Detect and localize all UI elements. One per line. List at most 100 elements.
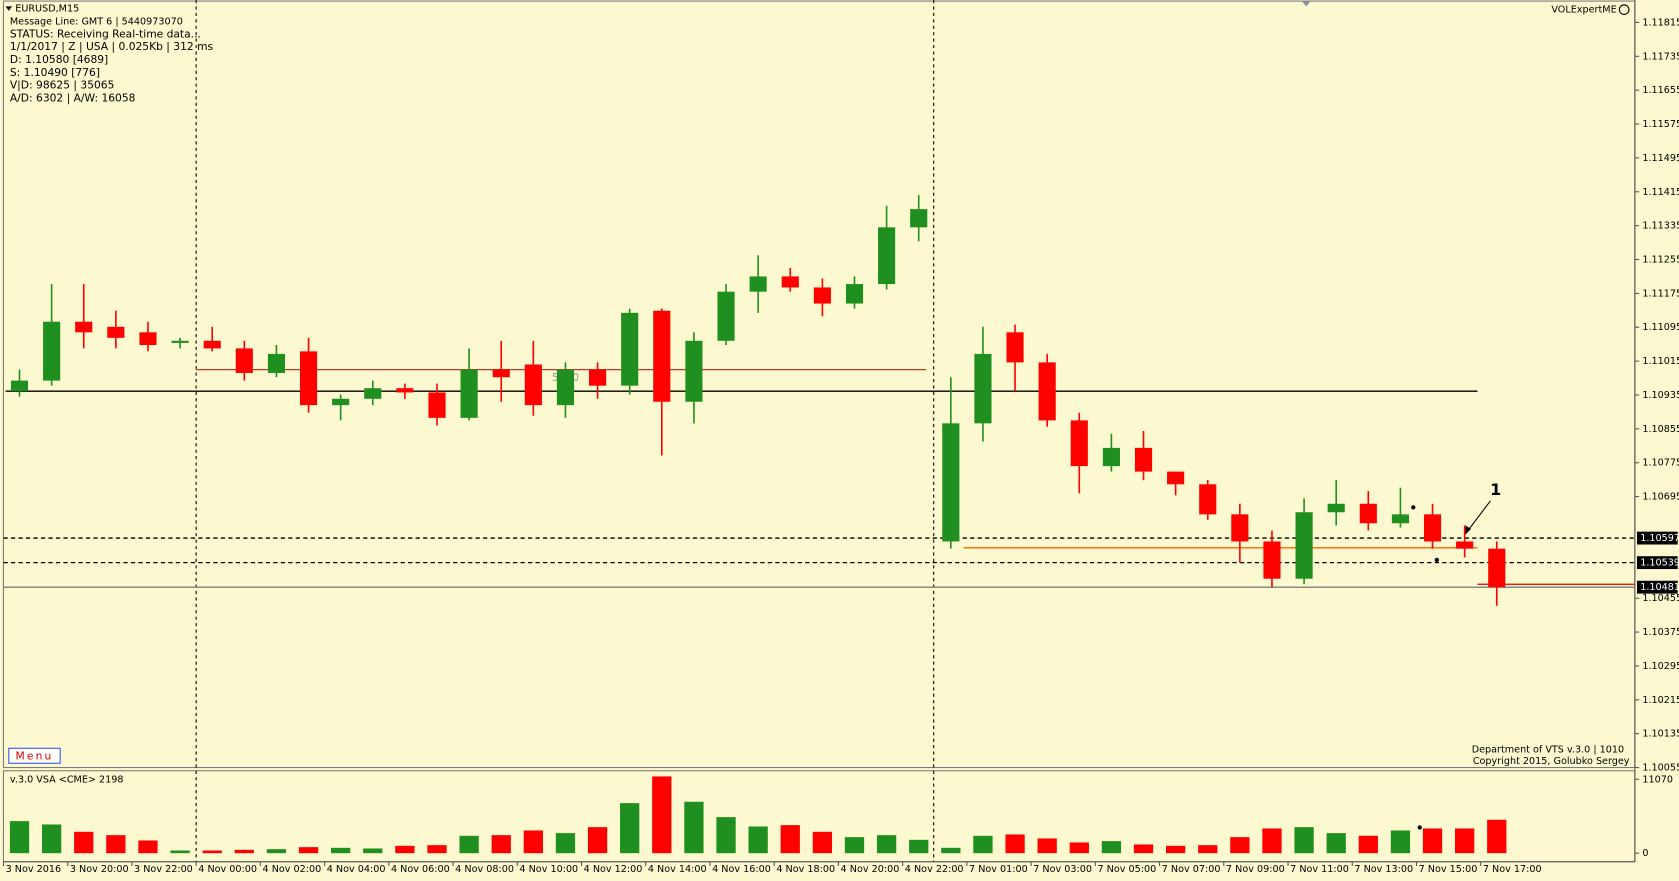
volume-bar	[138, 840, 158, 854]
x-tick-label: 4 Nov 02:00	[263, 864, 322, 875]
volume-bar	[876, 835, 897, 854]
candle-body	[878, 227, 896, 285]
x-tick-label: 4 Nov 14:00	[648, 864, 707, 875]
candle-body	[460, 369, 478, 418]
volume-bar	[1037, 838, 1057, 854]
y-tick-label: 1.11095	[1642, 322, 1679, 333]
candle-body	[589, 369, 607, 386]
candle-body	[107, 326, 125, 338]
menu-label[interactable]: Menu	[16, 749, 54, 762]
y-tick-label: 1.10055	[1642, 763, 1679, 774]
candle-body	[1134, 447, 1153, 472]
x-tick-label: 4 Nov 12:00	[584, 864, 643, 875]
y-tick-label: 1.10935	[1642, 390, 1679, 401]
volume-bar	[1005, 834, 1025, 854]
x-tick-label: 4 Nov 10:00	[519, 864, 578, 875]
volume-bar	[1165, 845, 1186, 854]
volume-bar	[620, 803, 640, 854]
candle-body	[845, 284, 864, 304]
volume-bar	[9, 821, 30, 854]
candle-body	[1167, 471, 1185, 485]
x-tick-label: 7 Nov 15:00	[1419, 864, 1478, 875]
volume-bar	[780, 825, 800, 854]
x-tick-label: 7 Nov 05:00	[1097, 864, 1156, 875]
brand: VOLExpertME	[1551, 5, 1616, 16]
y-tick-label: 1.11575	[1642, 119, 1679, 130]
candle-body	[556, 369, 575, 406]
x-tick-label: 7 Nov 09:00	[1226, 864, 1285, 875]
volume-bar	[1390, 830, 1411, 854]
volume-bar	[41, 824, 62, 854]
price-tag	[1637, 531, 1678, 545]
brand-icon[interactable]	[1618, 4, 1630, 15]
signal-dot	[1434, 557, 1439, 562]
x-tick-label: 3 Nov 22:00	[134, 864, 193, 875]
volume-tick-label: 0	[1642, 848, 1648, 859]
y-tick-label: 1.11335	[1642, 221, 1679, 232]
candle-body	[43, 321, 61, 381]
volume-bar	[909, 839, 929, 854]
x-tick-label: 3 Nov 2016	[6, 864, 62, 875]
candle-body	[717, 291, 735, 341]
candle-body	[974, 353, 992, 424]
y-tick-label: 1.10295	[1642, 661, 1679, 672]
y-tick-label: 1.11815	[1642, 17, 1679, 28]
candle-body	[1006, 332, 1024, 363]
x-tick-label: 4 Nov 06:00	[391, 864, 450, 875]
volume-bar	[716, 817, 736, 854]
volume-bar	[812, 831, 833, 854]
candle-body	[1038, 362, 1056, 421]
info-line: S: 1.10490 [776]	[10, 66, 100, 79]
symbol-dropdown[interactable]	[5, 6, 13, 11]
x-tick-label: 4 Nov 04:00	[327, 864, 386, 875]
candle-body	[621, 312, 639, 386]
candle-body	[1456, 541, 1474, 549]
volume-bar	[941, 847, 961, 854]
volume-bar	[1101, 841, 1122, 854]
x-tick-label: 4 Nov 22:00	[905, 864, 964, 875]
volume-bar	[202, 850, 222, 854]
candle-body	[749, 276, 767, 292]
candle-body	[524, 364, 542, 406]
candle-body	[492, 369, 510, 378]
volume-bar	[491, 835, 511, 854]
info-line: Message Line: GMT 6 | 5440973070	[10, 16, 183, 27]
menu-button[interactable]	[8, 747, 61, 764]
x-tick-label: 7 Nov 11:00	[1290, 864, 1349, 875]
volume-bar	[266, 849, 287, 854]
x-tick-label: 3 Nov 20:00	[70, 864, 129, 875]
candle-body	[1102, 447, 1120, 467]
volume-bar	[1422, 828, 1443, 854]
volume-bar	[1487, 819, 1507, 854]
info-line: 1/1/2017 | Z | USA | 0.025Kb | 312 ms	[10, 40, 214, 53]
candle-body	[910, 209, 928, 228]
candle-body	[1263, 541, 1281, 579]
candle-body	[139, 332, 157, 346]
volume-bar	[523, 830, 543, 854]
volume-bar	[331, 847, 351, 854]
footer-text: Department of VTS v.3.0 | 1010	[1472, 744, 1624, 755]
volume-bar	[844, 837, 865, 854]
x-tick-label: 4 Nov 18:00	[776, 864, 835, 875]
price-tag-label: 1.10539	[1640, 558, 1679, 569]
volume-bar	[1069, 842, 1089, 854]
candle-body	[1199, 484, 1217, 515]
volume-bar	[427, 845, 447, 854]
x-tick-label: 7 Nov 03:00	[1033, 864, 1092, 875]
price-tag	[1637, 580, 1678, 594]
info-line: D: 1.10580 [4689]	[10, 53, 108, 66]
y-tick-label: 1.10215	[1642, 695, 1679, 706]
volume-bar	[1198, 845, 1218, 854]
candle-body	[267, 353, 285, 373]
footer-text: Copyright 2015, Golubko Sergey	[1473, 756, 1630, 767]
y-tick-label: 1.10455	[1642, 593, 1679, 604]
candle-body	[235, 348, 253, 373]
candle-body	[364, 388, 382, 399]
volume-label: v.3.0 VSA <CME> 2198	[10, 774, 124, 785]
volume-tick-label: 11070	[1642, 774, 1673, 785]
volume-bar	[555, 833, 576, 854]
volume-bar	[459, 835, 479, 854]
